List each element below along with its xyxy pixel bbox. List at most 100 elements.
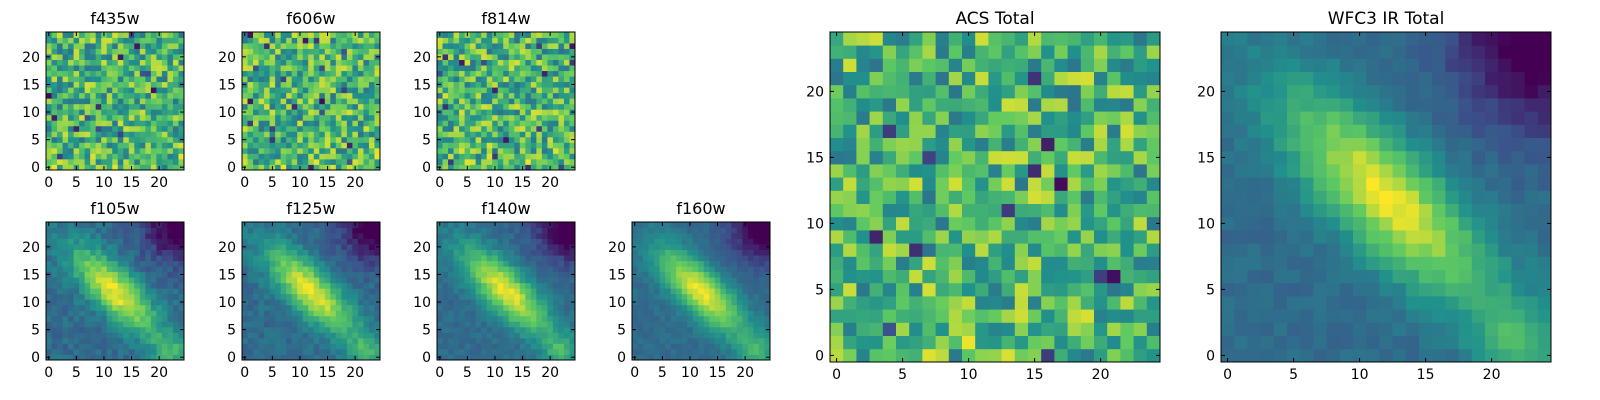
heatmap-cell <box>374 310 381 317</box>
heatmap-cell <box>497 244 504 250</box>
heatmap-cell <box>106 227 113 234</box>
heatmap-cell <box>475 136 482 143</box>
heatmap-cell <box>541 255 548 262</box>
heatmap-cell <box>258 299 265 306</box>
heatmap-cell <box>150 255 157 262</box>
y-tick-label: 15 <box>22 77 40 93</box>
heatmap-cell <box>1054 282 1068 297</box>
heatmap-cell <box>530 114 537 121</box>
heatmap-cell <box>167 109 174 116</box>
heatmap-cell <box>264 304 270 311</box>
heatmap-cell <box>319 147 326 154</box>
heatmap-cell <box>112 92 119 99</box>
heatmap-cell <box>79 282 86 289</box>
heatmap-cell <box>654 277 660 284</box>
heatmap-cell <box>46 293 52 300</box>
heatmap-cell <box>313 153 320 160</box>
heatmap-cell <box>632 277 638 284</box>
heatmap-cell <box>519 92 526 99</box>
heatmap-cell <box>843 269 857 284</box>
heatmap-cell <box>503 266 510 273</box>
heatmap-cell <box>341 332 348 339</box>
heatmap-cell <box>742 304 749 311</box>
heatmap-cell <box>519 109 526 116</box>
heatmap-cell <box>291 343 298 350</box>
heatmap-cell <box>882 177 897 191</box>
heatmap-cell <box>313 120 320 127</box>
heatmap-cell <box>725 266 732 273</box>
y-tick-label: 20 <box>218 50 236 66</box>
heatmap-cell <box>536 142 543 149</box>
heatmap-cell <box>139 304 146 311</box>
heatmap-cell <box>519 266 526 273</box>
heatmap-cell <box>637 326 644 333</box>
heatmap-cell <box>481 81 488 88</box>
heatmap-cell <box>569 233 576 239</box>
heatmap-cell <box>84 282 91 289</box>
heatmap-cell <box>139 65 146 72</box>
heatmap-cell <box>1001 322 1016 336</box>
heatmap-cell <box>324 326 331 333</box>
heatmap-cell <box>302 255 309 262</box>
heatmap-cell <box>830 177 844 191</box>
heatmap-cell <box>448 222 454 228</box>
heatmap-cell <box>161 98 168 105</box>
heatmap-cell <box>731 343 738 350</box>
heatmap-cell <box>57 304 63 311</box>
heatmap-cell <box>442 32 449 38</box>
heatmap-cell <box>341 81 348 88</box>
heatmap-cell <box>95 114 102 121</box>
heatmap-cell <box>764 332 771 339</box>
heatmap-cell <box>508 238 515 245</box>
heatmap-cell <box>84 131 91 138</box>
heatmap-cell <box>112 343 119 350</box>
heatmap-cell <box>335 255 342 262</box>
heatmap-cell <box>308 266 315 273</box>
heatmap-cell <box>1054 177 1068 191</box>
heatmap-cell <box>46 70 52 77</box>
heatmap-cell <box>302 233 309 239</box>
heatmap-cell <box>530 343 537 350</box>
heatmap-cell <box>112 114 119 121</box>
heatmap-cell <box>178 120 185 127</box>
heatmap-cell <box>117 103 124 110</box>
heatmap-cell <box>117 87 124 94</box>
heatmap-cell <box>1107 177 1121 191</box>
heatmap-cell <box>346 147 353 154</box>
heatmap-cell <box>962 269 976 284</box>
x-tick-label: 15 <box>123 365 141 381</box>
heatmap-cell <box>503 288 510 295</box>
heatmap-cell <box>437 293 443 300</box>
heatmap-cell <box>258 277 265 284</box>
heatmap-cell <box>514 321 521 328</box>
heatmap-cell <box>703 233 710 239</box>
heatmap-cell <box>1133 335 1148 350</box>
heatmap-cell <box>308 288 315 295</box>
heatmap-cell <box>139 81 146 88</box>
heatmap-cell <box>101 87 108 94</box>
heatmap-cell <box>503 343 510 350</box>
heatmap-cell <box>134 76 141 83</box>
heatmap-cell <box>525 48 532 55</box>
heatmap-cell <box>492 87 499 94</box>
heatmap-cell <box>275 277 282 284</box>
heatmap-cell <box>51 81 58 88</box>
heatmap-cell <box>258 87 265 94</box>
heatmap-cell <box>703 337 710 344</box>
heatmap-cell <box>843 177 857 191</box>
heatmap-cell <box>692 293 699 300</box>
heatmap-cell <box>302 37 309 44</box>
heatmap-cell <box>563 310 570 317</box>
axes-frame <box>436 31 576 171</box>
heatmap-cell <box>530 70 537 77</box>
heatmap-cell <box>62 131 69 138</box>
heatmap-cell <box>341 233 348 239</box>
heatmap-cell <box>302 277 309 284</box>
heatmap-cell <box>117 120 124 127</box>
heatmap-cell <box>448 76 454 83</box>
heatmap-cell <box>101 310 108 317</box>
heatmap-cell <box>134 147 141 154</box>
heatmap-cell <box>139 337 146 344</box>
heatmap-cell <box>275 249 282 256</box>
heatmap-cell <box>247 282 254 289</box>
